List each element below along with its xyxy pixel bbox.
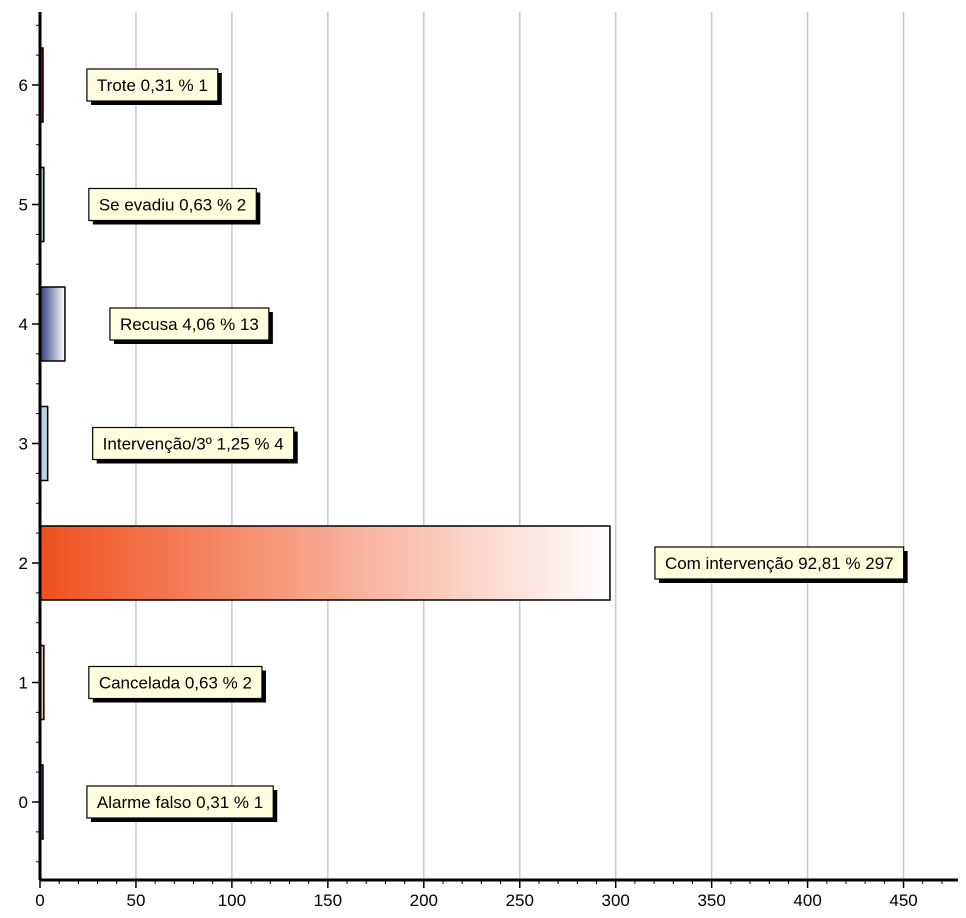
x-tick-label: 50 — [126, 891, 145, 910]
data-label-box — [86, 785, 274, 819]
y-axis-ticks: 0 1 2 3 4 5 6 — [19, 24, 40, 863]
grid-lines — [135, 12, 905, 880]
x-tick-label: 150 — [314, 891, 342, 910]
y-tick-label: 0 — [19, 793, 28, 812]
y-tick-label: 3 — [19, 435, 28, 454]
data-label-box — [86, 68, 219, 102]
data-label-box — [109, 307, 270, 341]
data-label-text: Intervenção/3º 1,25 % 4 — [103, 435, 284, 454]
x-tick-label: 200 — [410, 891, 438, 910]
x-tick-label: 0 — [35, 891, 44, 910]
axes — [38, 12, 958, 882]
y-tick-label: 4 — [19, 315, 28, 334]
data-label: Cancelada 0,63 % 2 — [88, 665, 266, 703]
data-label-text: Com intervenção 92,81 % 297 — [665, 554, 894, 573]
data-label-box — [88, 665, 263, 700]
data-label-box — [92, 426, 295, 461]
data-label: Com intervenção 92,81 % 297 — [654, 546, 908, 583]
bar — [39, 286, 66, 362]
data-label-text: Recusa 4,06 % 13 — [120, 315, 259, 334]
bar — [39, 525, 611, 601]
data-label: Trote 0,31 % 1 — [86, 68, 222, 105]
data-label-box — [88, 187, 257, 222]
data-label: Recusa 4,06 % 13 — [109, 307, 273, 344]
x-tick-label: 100 — [218, 891, 246, 910]
x-tick-label: 350 — [697, 891, 725, 910]
y-tick-label: 2 — [19, 554, 28, 573]
data-label: Se evadiu 0,63 % 2 — [88, 187, 261, 225]
data-label-box — [654, 546, 905, 580]
x-axis-ticks: 0 50 100 150 200 250 300 350 400 450 — [35, 880, 943, 910]
data-label: Intervenção/3º 1,25 % 4 — [92, 426, 298, 464]
x-tick-label: 400 — [793, 891, 821, 910]
x-tick-label: 250 — [506, 891, 534, 910]
data-label-text: Alarme falso 0,31 % 1 — [97, 793, 263, 812]
data-label: Alarme falso 0,31 % 1 — [86, 785, 278, 822]
data-label-text: Trote 0,31 % 1 — [97, 76, 208, 95]
data-labels: Alarme falso 0,31 % 1 Cancelada 0,63 % 2 C… — [86, 68, 908, 822]
data-label-text: Cancelada 0,63 % 2 — [99, 674, 252, 693]
x-tick-label: 450 — [889, 891, 917, 910]
y-tick-label: 5 — [19, 196, 28, 215]
y-tick-label: 6 — [19, 76, 28, 95]
x-tick-label: 300 — [602, 891, 630, 910]
y-tick-label: 1 — [19, 674, 28, 693]
data-label-text: Se evadiu 0,63 % 2 — [99, 196, 246, 215]
